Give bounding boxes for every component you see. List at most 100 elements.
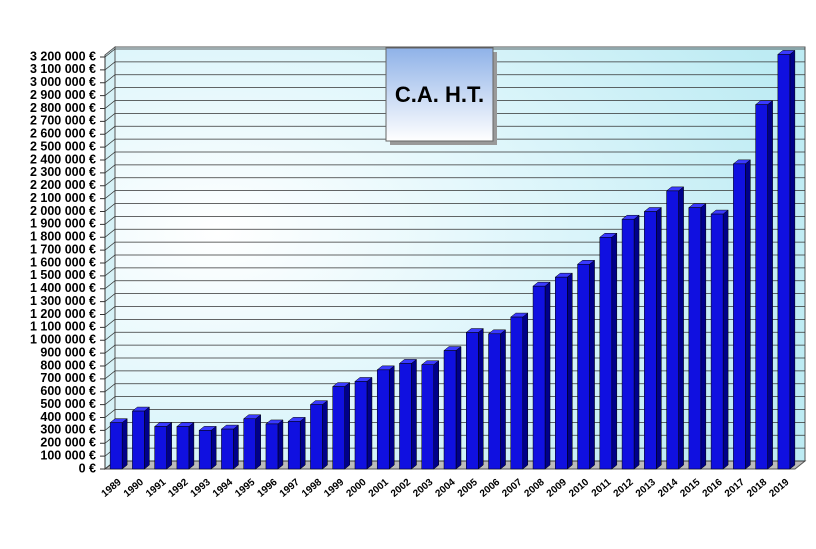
- bar: [576, 259, 596, 470]
- y-tick-label: 1 600 000 €: [30, 255, 96, 269]
- y-tick-label: 900 000 €: [40, 345, 96, 359]
- grid-line: [104, 151, 805, 161]
- grid-line: [104, 87, 805, 96]
- y-tick-label: 200 000 €: [40, 436, 96, 450]
- grid-line: [104, 344, 805, 354]
- bar-side: [233, 424, 239, 470]
- bar-side: [277, 419, 284, 470]
- bar-side: [322, 400, 328, 470]
- bar-front: [532, 285, 546, 470]
- x-tick-label: 2019: [767, 477, 791, 500]
- bar: [465, 328, 484, 470]
- grid-line: [104, 190, 805, 199]
- bar: [131, 406, 151, 470]
- bar: [487, 329, 507, 470]
- bar-side: [544, 281, 551, 470]
- x-tick-label: 2011: [590, 477, 614, 500]
- y-tick-label: 0 €: [79, 461, 96, 475]
- bar-side: [366, 376, 373, 470]
- bar-front: [733, 163, 746, 470]
- bar-front: [443, 350, 457, 470]
- bar-side: [789, 49, 796, 470]
- bar: [510, 312, 529, 470]
- bar: [621, 214, 640, 470]
- bar-side: [678, 186, 684, 470]
- bar-front: [666, 190, 679, 470]
- bar-front: [421, 364, 434, 470]
- y-tick-label: 2 600 000 €: [30, 127, 96, 141]
- grid-line: [104, 409, 805, 418]
- bar-side: [722, 209, 729, 470]
- x-tick-label: 2003: [411, 477, 435, 500]
- bar: [265, 419, 284, 470]
- bar: [665, 186, 685, 470]
- bar-front: [555, 276, 568, 470]
- grid-line: [104, 215, 805, 225]
- x-tick-label: 1990: [122, 477, 146, 500]
- bar-side: [567, 272, 573, 470]
- bar: [554, 272, 574, 470]
- bar-side: [344, 382, 350, 470]
- x-tick-label: 1998: [300, 477, 324, 500]
- bar: [599, 232, 618, 470]
- grid-line: [104, 357, 805, 367]
- y-tick-label: 800 000 €: [40, 358, 96, 372]
- bar: [153, 421, 173, 470]
- bar-side: [433, 360, 439, 470]
- bar-front: [599, 237, 613, 470]
- y-tick-label: 700 000 €: [40, 371, 96, 385]
- y-tick-label: 2 400 000 €: [30, 152, 96, 166]
- bar: [710, 209, 729, 470]
- bar-front: [243, 418, 256, 470]
- y-tick-label: 1 200 000 €: [30, 307, 96, 321]
- y-tick-label: 2 500 000 €: [30, 139, 96, 153]
- bar-front: [198, 430, 212, 470]
- bar-side: [210, 425, 217, 470]
- bar-side: [633, 214, 640, 470]
- bar-front: [354, 381, 368, 470]
- y-tick-label: 1 300 000 €: [30, 294, 96, 308]
- y-tick-label: 500 000 €: [40, 397, 96, 411]
- bar-side: [299, 416, 306, 470]
- x-tick-label: 1993: [189, 477, 213, 500]
- bar: [354, 376, 373, 470]
- x-tick-label: 1994: [211, 477, 235, 500]
- bar: [198, 425, 217, 470]
- grid-line: [104, 254, 805, 264]
- bar: [331, 382, 351, 470]
- y-tick-label: 2 000 000 €: [30, 204, 96, 218]
- x-tick-label: 1991: [144, 477, 168, 500]
- bar: [443, 346, 462, 470]
- x-tick-label: 2007: [500, 477, 524, 500]
- x-tick-label: 2015: [678, 477, 702, 500]
- bar-front: [109, 422, 123, 470]
- x-tick-label: 1997: [278, 477, 302, 500]
- bar: [643, 206, 663, 470]
- y-tick-label: 2 100 000 €: [30, 191, 96, 205]
- bar: [398, 358, 418, 470]
- x-tick-label: 2013: [634, 477, 658, 500]
- bar: [220, 424, 240, 470]
- bar-front: [488, 333, 501, 470]
- grid-line: [104, 293, 805, 302]
- bar-front: [176, 426, 190, 470]
- grid-line: [104, 74, 805, 84]
- bar-front: [332, 386, 345, 470]
- y-tick-label: 1 500 000 €: [30, 268, 96, 282]
- x-tick-label: 2018: [745, 477, 769, 500]
- title-box: [385, 47, 494, 142]
- grid-line: [104, 203, 805, 212]
- bar-front: [644, 211, 657, 470]
- grid-line: [104, 177, 805, 187]
- x-tick-label: 1995: [233, 477, 257, 500]
- y-tick-label: 300 000 €: [40, 423, 96, 437]
- bar-front: [621, 218, 635, 470]
- bar: [732, 159, 752, 470]
- x-tick-label: 2001: [367, 477, 391, 500]
- grid-line: [104, 48, 805, 58]
- grid-line: [104, 241, 805, 251]
- bar-side: [255, 414, 261, 470]
- y-tick-label: 3 200 000 €: [30, 49, 96, 63]
- bar-front: [287, 421, 301, 470]
- grid-line: [104, 370, 805, 380]
